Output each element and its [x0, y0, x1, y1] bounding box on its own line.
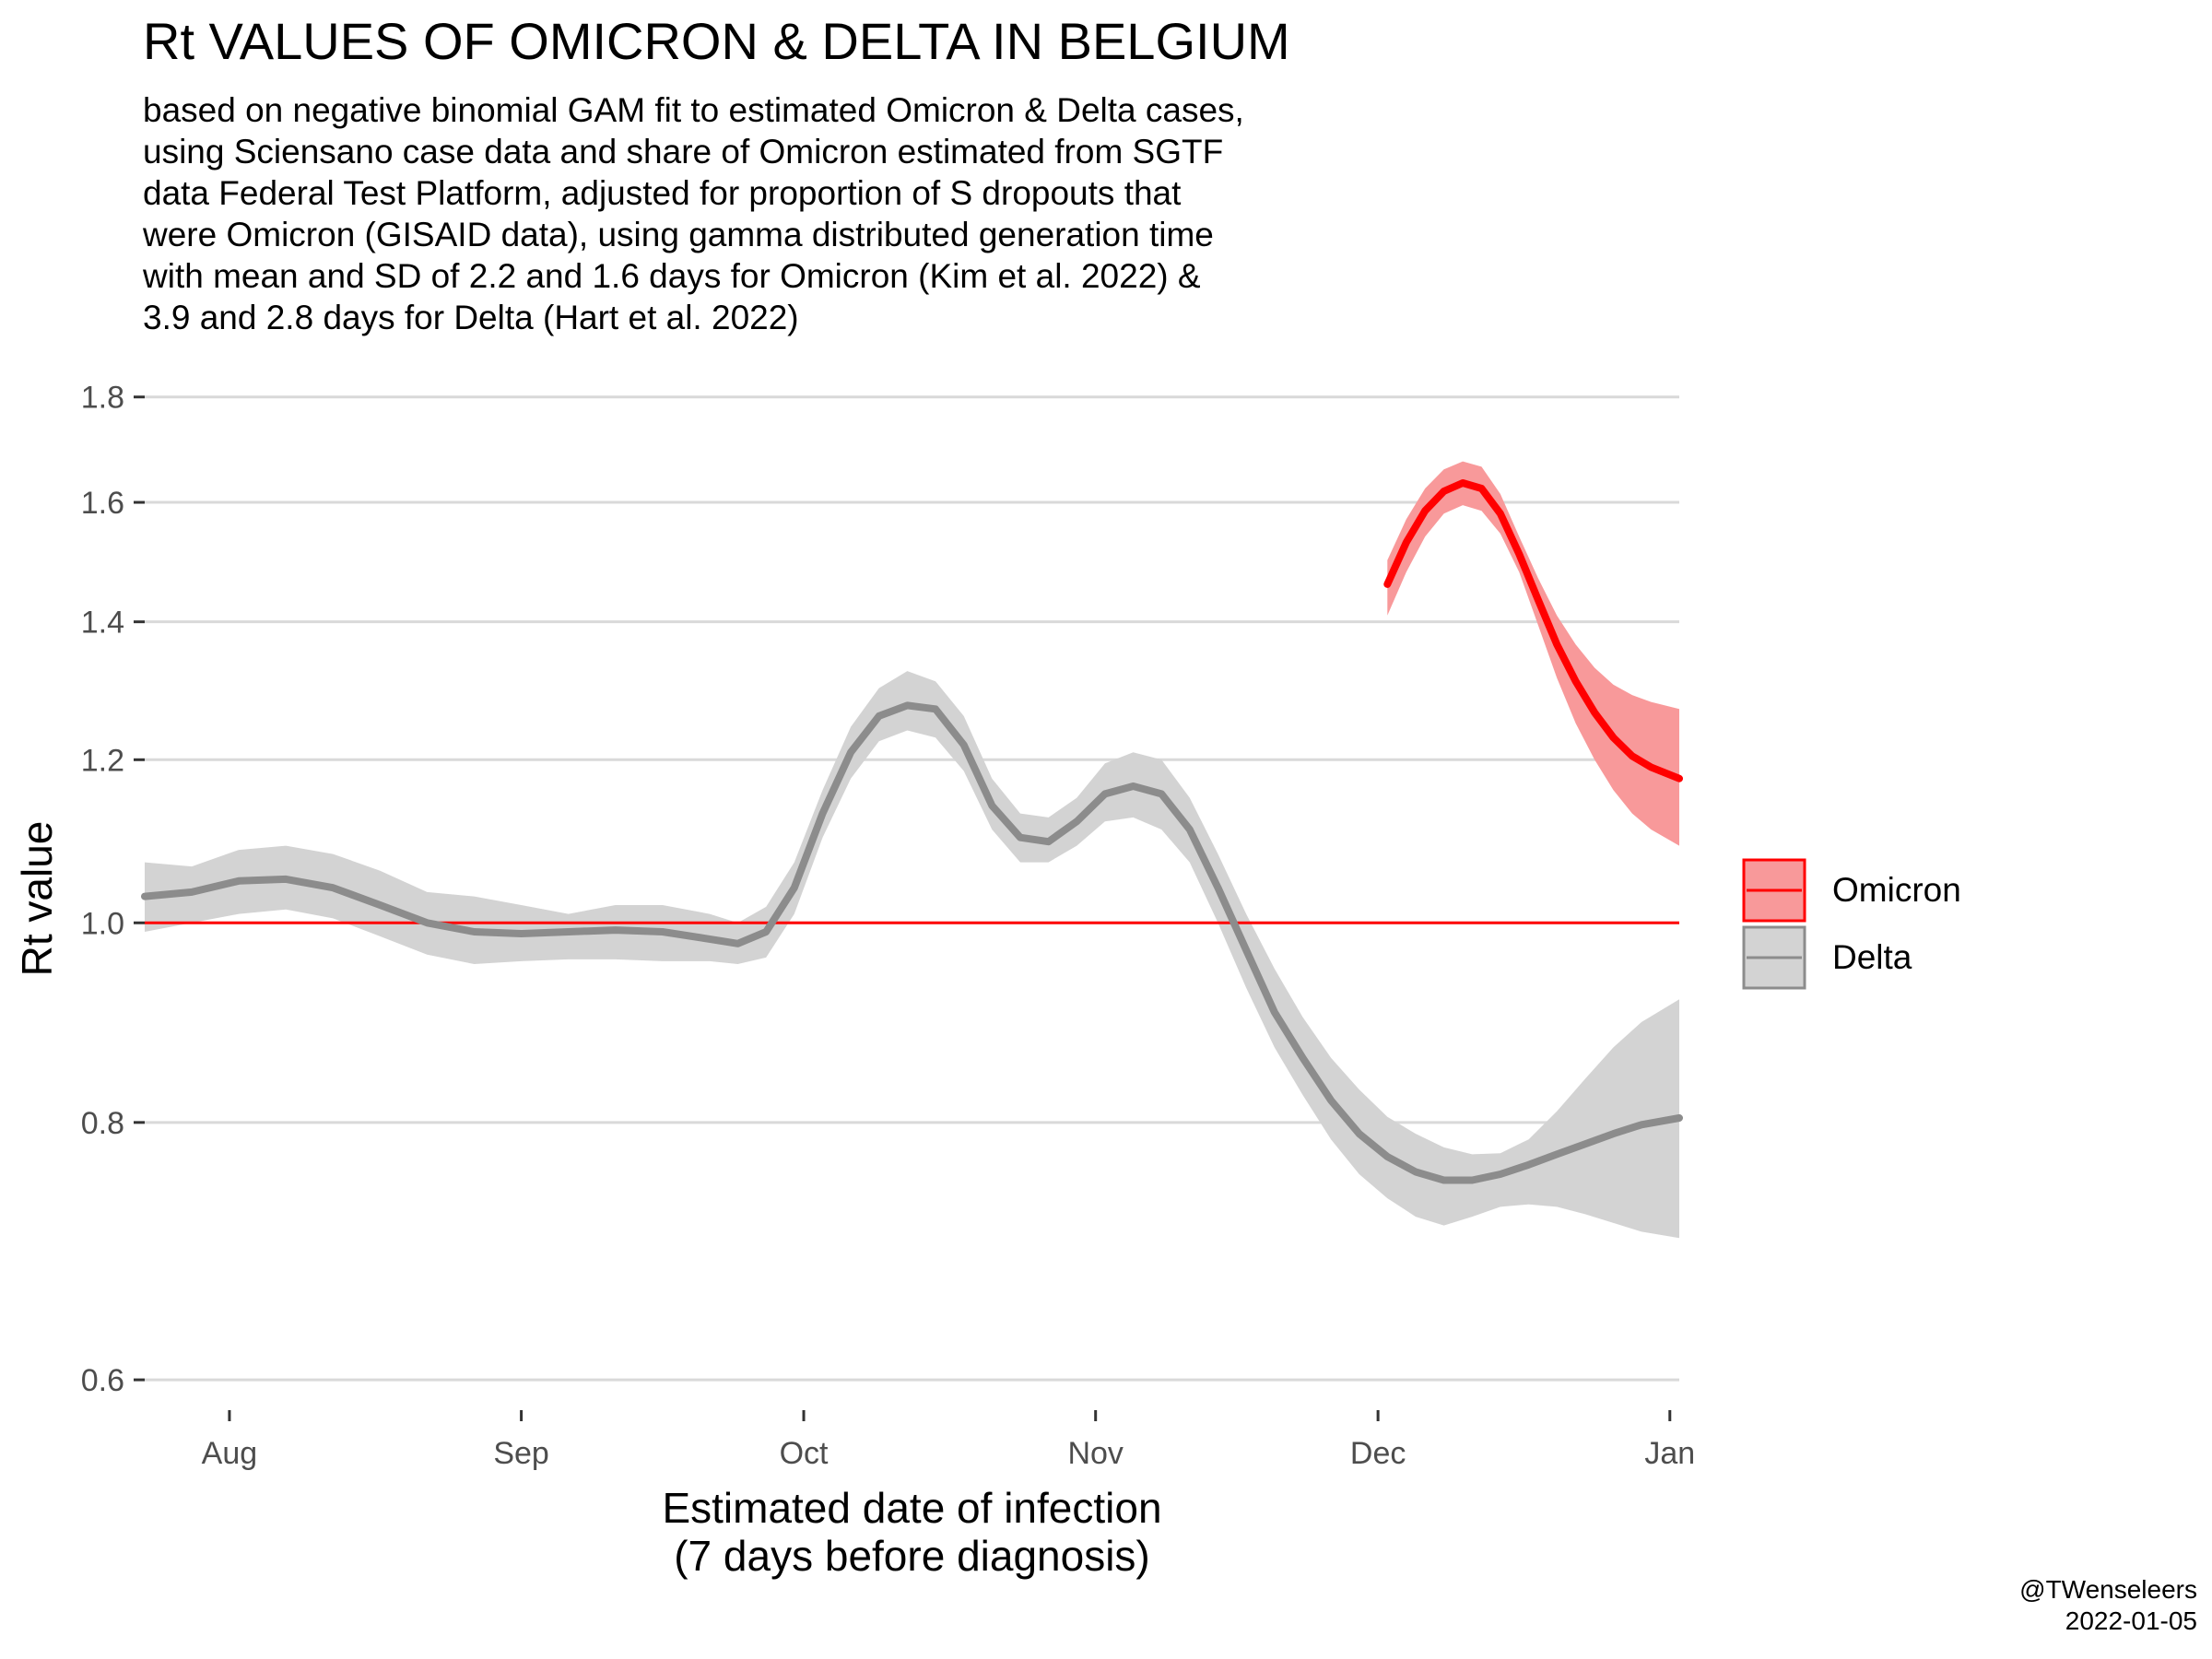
legend-label-omicron: Omicron	[1832, 871, 1961, 909]
y-tick-label: 0.6	[81, 1363, 124, 1398]
y-tick-label: 1.2	[81, 743, 124, 778]
subtitle-line: based on negative binomial GAM fit to es…	[143, 91, 1244, 129]
x-axis-title: Estimated date of infection	[662, 1484, 1161, 1532]
axes: 0.6 0.8 1.0 1.2 1.4 1.6 1.8 Aug Sep Oct Nov Dec Jan E…	[13, 381, 1695, 1580]
x-tick-label: Dec	[1350, 1436, 1406, 1471]
chart-subtitle: based on negative binomial GAM fit to es…	[143, 89, 1479, 338]
subtitle-line: 3.9 and 2.8 days for Delta (Hart et al. …	[143, 299, 799, 336]
x-tick-label: Sep	[493, 1436, 549, 1471]
x-tick-label: Aug	[202, 1436, 258, 1471]
y-tick-label: 1.4	[81, 606, 124, 641]
series-lines	[141, 479, 1683, 1184]
y-tick-label: 0.8	[81, 1106, 124, 1141]
chart-title: Rt VALUES OF OMICRON & DELTA IN BELGIUM	[143, 12, 1290, 70]
caption-date: 2022-01-05	[2065, 1606, 2197, 1635]
confidence-bands	[145, 461, 1679, 1239]
x-tick-label: Jan	[1644, 1436, 1695, 1471]
y-axis-title: Rt value	[13, 821, 61, 977]
y-tick-label: 1.6	[81, 486, 124, 521]
x-tick-label: Nov	[1067, 1436, 1123, 1471]
line-delta	[141, 701, 1683, 1184]
band-omicron	[1387, 461, 1679, 846]
subtitle-line: using Sciensano case data and share of O…	[143, 133, 1224, 171]
subtitle-line: were Omicron (GISAID data), using gamma …	[143, 216, 1214, 253]
y-tick-label: 1.8	[81, 381, 124, 416]
band-delta	[145, 671, 1679, 1239]
subtitle-line: with mean and SD of 2.2 and 1.6 days for…	[143, 257, 1201, 295]
x-axis-title: (7 days before diagnosis)	[674, 1532, 1150, 1580]
legend: Omicron Delta	[1742, 858, 1961, 990]
line-omicron	[1383, 479, 1683, 782]
author-handle: @TWenseleers	[2019, 1575, 2197, 1604]
y-tick-label: 1.0	[81, 906, 124, 941]
caption: @TWenseleers 2022-01-05	[2019, 1574, 2197, 1637]
subtitle-line: data Federal Test Platform, adjusted for…	[143, 174, 1182, 212]
legend-label-delta: Delta	[1832, 938, 1912, 976]
x-tick-label: Oct	[780, 1436, 829, 1471]
